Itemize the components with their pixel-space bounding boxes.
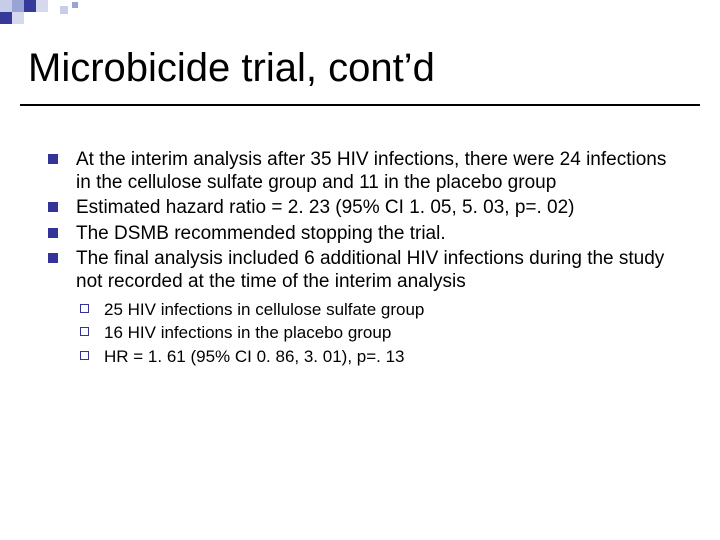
decor-square <box>0 0 12 12</box>
decor-square <box>72 2 78 8</box>
sub-bullet-text: 25 HIV infections in cellulose sulfate g… <box>104 300 424 319</box>
slide-content: At the interim analysis after 35 HIV inf… <box>40 148 680 369</box>
decor-square <box>12 0 24 12</box>
corner-decoration <box>0 0 100 30</box>
list-item: 16 HIV infections in the placebo group <box>76 322 680 343</box>
bullet-text: At the interim analysis after 35 HIV inf… <box>76 149 666 193</box>
sub-bullet-text: HR = 1. 61 (95% CI 0. 86, 3. 01), p=. 13 <box>104 347 405 366</box>
list-item: At the interim analysis after 35 HIV inf… <box>40 148 680 194</box>
bullet-text: The final analysis included 6 additional… <box>76 248 664 292</box>
bullet-text: The DSMB recommended stopping the trial. <box>76 223 446 244</box>
slide: Microbicide trial, cont’d At the interim… <box>0 0 720 540</box>
list-item: Estimated hazard ratio = 2. 23 (95% CI 1… <box>40 196 680 219</box>
bullet-list: At the interim analysis after 35 HIV inf… <box>40 148 680 367</box>
list-item: HR = 1. 61 (95% CI 0. 86, 3. 01), p=. 13 <box>76 346 680 367</box>
sub-bullet-text: 16 HIV infections in the placebo group <box>104 323 391 342</box>
title-underline <box>20 104 700 106</box>
list-item: The DSMB recommended stopping the trial. <box>40 222 680 245</box>
decor-square <box>24 0 36 12</box>
bullet-text: Estimated hazard ratio = 2. 23 (95% CI 1… <box>76 197 575 218</box>
decor-square <box>12 12 24 24</box>
list-item: 25 HIV infections in cellulose sulfate g… <box>76 299 680 320</box>
sub-bullet-list: 25 HIV infections in cellulose sulfate g… <box>76 299 680 367</box>
list-item: The final analysis included 6 additional… <box>40 247 680 367</box>
decor-square <box>0 12 12 24</box>
decor-square <box>60 6 68 14</box>
slide-title: Microbicide trial, cont’d <box>28 46 435 91</box>
decor-square <box>36 0 48 12</box>
